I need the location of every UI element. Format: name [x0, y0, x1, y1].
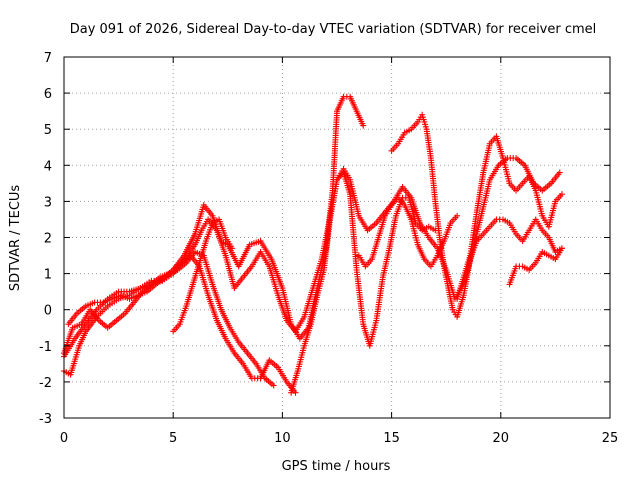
data-point	[558, 191, 565, 198]
y-tick-label: 6	[44, 87, 52, 102]
data-point	[270, 382, 277, 389]
x-tick-label: 15	[383, 431, 400, 446]
y-tick-label: 4	[44, 159, 52, 174]
y-axis-label: SDTVAR / TECUs	[8, 185, 23, 292]
x-tick-label: 10	[274, 431, 291, 446]
y-tick-label: 0	[44, 304, 52, 319]
chart-title: Day 091 of 2026, Sidereal Day-to-day VTE…	[70, 22, 597, 37]
y-tick-label: -3	[39, 412, 52, 427]
data-point	[454, 212, 461, 219]
data-point	[360, 122, 367, 129]
x-tick-label: 20	[493, 431, 510, 446]
series-track-5	[170, 216, 236, 335]
y-tick-label: 5	[44, 123, 52, 138]
data-layer	[61, 93, 565, 396]
axis-layer: 0 5 10 15 20 25 -3 -2 -1 0 1 2 3 4 5 6 7	[39, 51, 618, 446]
y-tick-label: -2	[39, 376, 52, 391]
series-track-7	[388, 111, 565, 320]
series-track-4	[61, 248, 277, 389]
x-axis-label: GPS time / hours	[282, 459, 391, 474]
x-tick-label: 0	[60, 431, 68, 446]
data-point	[556, 169, 563, 176]
series-track-1	[61, 93, 367, 378]
x-tick-label: 5	[169, 431, 177, 446]
data-point	[558, 245, 565, 252]
y-tick-label: 1	[44, 268, 52, 283]
y-tick-label: 3	[44, 195, 52, 210]
series-track-6	[288, 169, 439, 396]
data-point	[229, 245, 236, 252]
y-tick-label: -1	[39, 340, 52, 355]
y-tick-label: 2	[44, 232, 52, 247]
x-tick-label: 25	[602, 431, 619, 446]
series-track-10	[355, 194, 461, 270]
y-tick-label: 7	[44, 51, 52, 66]
series-track-9	[506, 245, 565, 288]
series-track-8	[454, 133, 565, 302]
